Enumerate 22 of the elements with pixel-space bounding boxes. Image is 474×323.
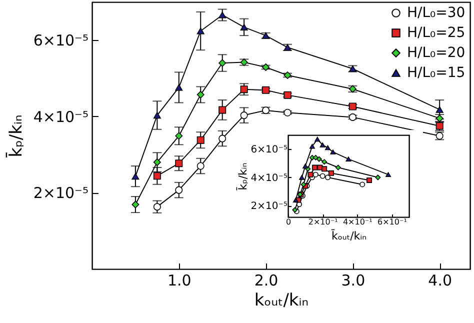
y-axis-title: k̄ₚ/kᵢₙ bbox=[236, 162, 250, 192]
x-tick-label: 4×10⁻¹ bbox=[342, 218, 372, 226]
x-tick-label: 3.0 bbox=[341, 272, 366, 290]
legend-label: H/L₀=15 bbox=[407, 65, 466, 81]
x-axis-title: kₒᵤₜ/kᵢₙ bbox=[254, 290, 309, 310]
y-tick-label: 6×10⁻⁵ bbox=[33, 32, 88, 50]
x-tick-label: 2.0 bbox=[254, 272, 278, 290]
y-tick-label: 4×10⁻⁵ bbox=[33, 108, 88, 126]
y-tick-label: 2×10⁻⁵ bbox=[250, 201, 288, 212]
y-tick-label: 4×10⁻⁵ bbox=[250, 172, 288, 184]
x-tick-label: 4.0 bbox=[428, 272, 452, 290]
legend-label: H/L₀=30 bbox=[407, 5, 466, 21]
y-tick-label: 2×10⁻⁵ bbox=[33, 184, 88, 202]
x-tick-label: 6×10⁻¹ bbox=[378, 218, 407, 226]
legend-label: H/L₀=25 bbox=[407, 25, 466, 41]
x-tick-label: 0 bbox=[286, 218, 292, 226]
y-tick-label: 6×10⁻⁵ bbox=[250, 144, 288, 156]
x-axis-title: k̄ₒᵤₜ/kᵢₙ bbox=[330, 228, 367, 242]
x-tick-label: 1.0 bbox=[167, 272, 192, 290]
legend-label: H/L₀=20 bbox=[407, 45, 466, 61]
y-axis-title: k̄ₚ/kᵢₙ bbox=[5, 114, 26, 158]
x-tick-label: 2×10⁻¹ bbox=[308, 218, 338, 226]
